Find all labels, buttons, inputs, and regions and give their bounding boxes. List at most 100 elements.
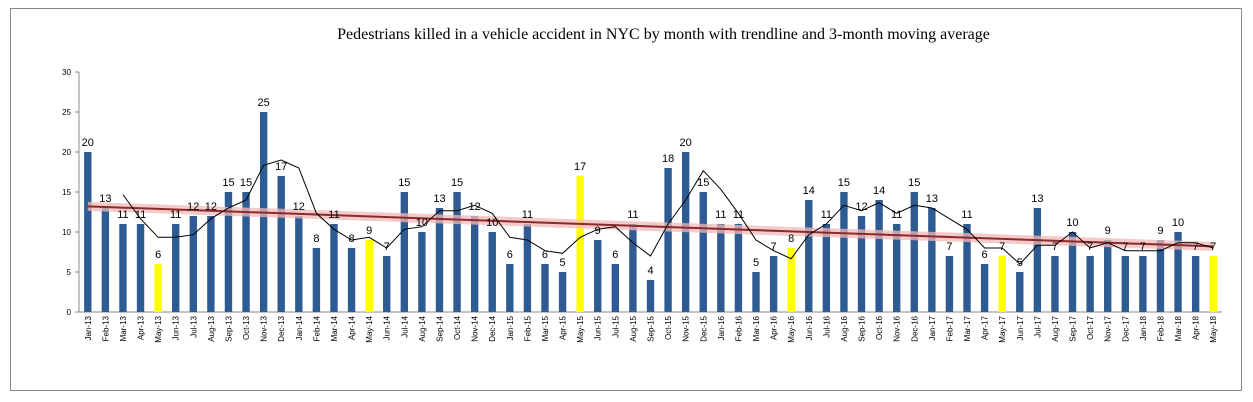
data-label: 13 [433,193,445,205]
data-label: 17 [574,161,586,173]
bar [857,216,866,312]
x-tick-label: Feb-14 [312,315,321,341]
x-tick-label: Jun-16 [805,315,814,340]
bar [189,216,197,312]
x-tick-label: Jan-13 [84,315,93,340]
data-label: 11 [891,209,902,221]
data-label: 10 [416,217,428,229]
bar [576,176,584,312]
data-label: 11 [522,209,533,221]
bar [717,224,725,312]
bar [928,208,936,312]
bar [1033,208,1042,312]
x-tick-label: Aug-14 [418,315,427,341]
bar [1068,232,1077,312]
bar [1086,256,1094,312]
bar [453,192,461,312]
x-tick-label: Sep-17 [1069,315,1078,341]
data-label: 6 [507,249,513,261]
data-label: 13 [1031,193,1043,205]
x-tick-label: Sep-13 [224,315,233,341]
bar [101,208,110,312]
bar [646,280,655,312]
x-tick-label: Jul-13 [189,315,198,337]
bar [242,192,250,312]
bar [207,216,215,312]
data-label: 6 [155,249,161,261]
x-tick-label: Jan-16 [717,315,726,340]
data-label: 7 [1210,241,1216,253]
x-tick-label: Jun-17 [1016,315,1025,340]
x-tick-label: Apr-17 [981,315,990,340]
data-label: 10 [1066,217,1078,229]
bar [1191,256,1200,312]
data-label: 7 [1140,241,1146,253]
x-tick-label: May-16 [787,315,796,342]
data-label: 6 [612,249,618,261]
bar [945,256,954,312]
bar [594,240,602,312]
bar [136,224,145,312]
bar [1209,256,1217,312]
data-label: 15 [908,177,920,189]
bar [664,168,672,312]
bar [805,200,813,312]
x-tick-label: Dec-15 [699,315,708,341]
data-label: 6 [982,249,988,261]
bar [470,216,479,312]
data-label: 20 [82,137,94,149]
data-label: 11 [733,209,744,221]
x-tick-label: May-18 [1209,315,1218,342]
x-tick-label: Jun-13 [172,315,181,340]
data-label: 11 [117,209,128,221]
bar [611,264,620,312]
bar [1174,232,1182,312]
data-label: 13 [926,193,938,205]
data-label: 15 [398,177,410,189]
data-label: 12 [293,201,305,213]
x-tick-label: Oct-16 [875,315,884,340]
x-tick-label: Mar-15 [541,315,550,341]
x-tick-label: Aug-17 [1051,315,1060,341]
data-label: 7 [1087,241,1093,253]
bar [998,256,1006,312]
data-label: 18 [662,153,674,165]
data-label: 6 [542,249,548,261]
x-tick-label: Apr-18 [1192,315,1201,340]
x-tick-label: Nov-17 [1104,315,1113,341]
data-label: 11 [821,209,832,221]
bar [1121,256,1129,312]
bar [910,192,918,312]
x-tick-label: Oct-14 [453,315,462,340]
x-tick-label: May-13 [154,315,163,342]
data-label: 7 [1193,241,1199,253]
x-tick-label: Nov-13 [260,315,269,341]
bar [822,224,831,312]
bar [963,224,971,312]
x-tick-label: Mar-16 [752,315,761,341]
x-tick-label: Mar-17 [963,315,972,341]
x-tick-label: Dec-17 [1121,315,1130,341]
x-tick-label: May-15 [576,315,585,342]
y-tick-label: 15 [62,188,71,197]
x-tick-label: Jan-14 [295,315,304,340]
data-label: 12 [855,201,867,213]
bar [980,264,989,312]
x-tick-label: Oct-13 [242,315,251,340]
data-label: 11 [135,209,146,221]
data-label: 12 [205,201,217,213]
data-label: 5 [1017,257,1023,269]
bar [277,176,285,312]
y-tick-label: 20 [62,148,71,157]
data-label: 12 [469,201,481,213]
y-tick-label: 25 [62,108,71,117]
x-tick-label: Mar-18 [1174,315,1183,341]
x-tick-label: Jun-14 [383,315,392,340]
x-tick-label: Feb-16 [734,315,743,341]
data-label: 17 [275,161,287,173]
chart-title: Pedestrians killed in a vehicle accident… [337,26,990,43]
bar [224,192,233,312]
x-tick-label: Mar-13 [119,315,128,341]
x-tick-label: Oct-15 [664,315,673,340]
x-tick-label: Apr-13 [137,315,146,340]
